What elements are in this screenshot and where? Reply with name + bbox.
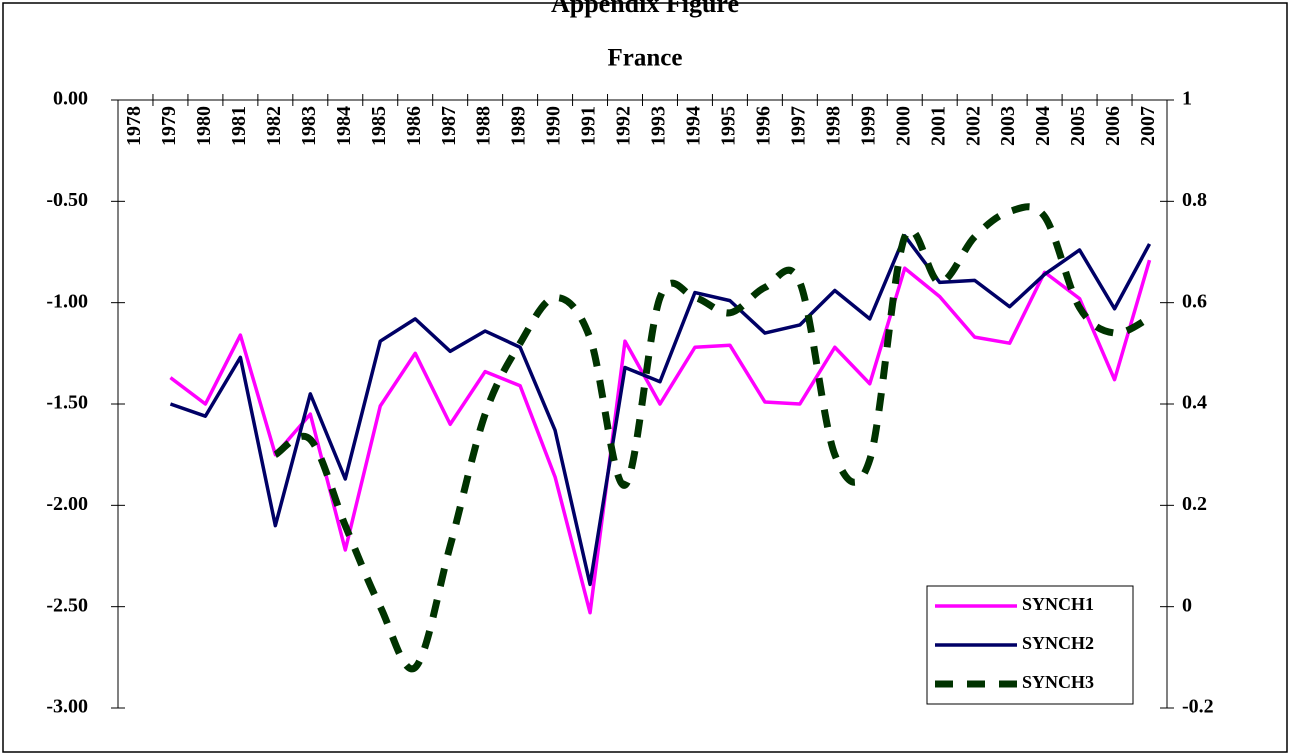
y-tick-label: -0.50 [46,189,88,211]
y2-tick-label: -0.2 [1182,696,1214,718]
x-tick-label: 1988 [473,106,495,146]
y-tick-label: -1.50 [46,392,88,414]
x-tick-label: 1986 [403,106,425,146]
legend-label: SYNCH1 [1022,594,1094,614]
x-tick-label: 1991 [578,106,600,146]
y2-tick-label: 0.4 [1182,392,1207,414]
x-tick-label: 1985 [368,106,390,146]
x-tick-label: 2002 [962,106,984,146]
x-tick-label: 1989 [508,106,530,146]
legend-label: SYNCH3 [1022,672,1094,692]
x-tick-label: 1995 [718,106,740,146]
x-tick-label: 2005 [1067,106,1089,146]
x-tick-label: 2004 [1032,106,1054,146]
x-tick-label: 1983 [298,106,320,146]
legend-label: SYNCH2 [1022,633,1094,653]
x-tick-label: 1984 [333,106,355,146]
x-tick-label: 2003 [997,106,1019,146]
x-tick-label: 1980 [193,106,215,146]
x-tick-label: 1997 [787,106,809,146]
y2-tick-label: 0.8 [1182,189,1207,211]
x-tick-label: 1978 [123,106,145,146]
chart-title: Appendix Figure [551,0,739,18]
x-tick-label: 2000 [892,106,914,146]
x-tick-label: 1999 [857,106,879,146]
y-tick-label: -3.00 [46,696,88,718]
chart-subtitle: France [608,45,683,72]
x-tick-label: 1987 [438,106,460,146]
x-tick-label: 1998 [822,106,844,146]
y2-tick-label: 1 [1182,88,1192,110]
y2-tick-label: 0.2 [1182,493,1207,515]
series-line [169,234,1152,587]
x-tick-label: 2006 [1102,106,1124,146]
y-tick-label: -1.00 [46,290,88,312]
y-tick-label: -2.00 [46,493,88,515]
y-tick-label: 0.00 [53,88,88,110]
x-tick-label: 1982 [263,106,285,146]
y2-tick-label: 0.6 [1182,290,1207,312]
x-tick-label: 1993 [648,106,670,146]
x-tick-label: 1979 [158,106,180,146]
x-tick-label: 1981 [228,106,250,146]
x-tick-label: 2001 [927,106,949,146]
x-tick-label: 1990 [543,106,565,146]
y-tick-label: -2.50 [46,594,88,616]
x-tick-label: 1992 [613,106,635,146]
x-tick-label: 1996 [752,106,774,146]
y2-tick-label: 0 [1182,594,1192,616]
x-tick-label: 1994 [683,106,705,146]
x-tick-label: 2007 [1137,106,1159,146]
series-line [169,259,1152,615]
